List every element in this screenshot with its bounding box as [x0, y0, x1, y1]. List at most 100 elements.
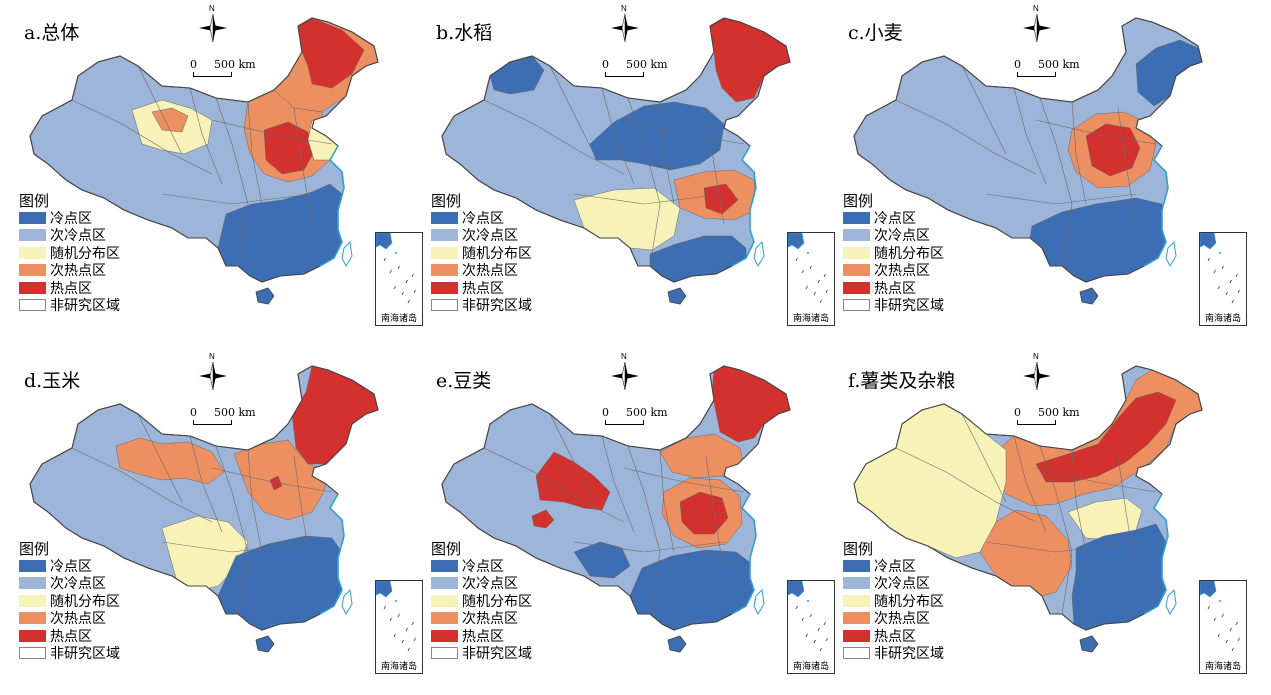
legend-swatch	[19, 577, 46, 590]
panel-title: b.水稻	[436, 22, 493, 44]
legend-label: 冷点区	[462, 558, 504, 575]
north-arrow-icon	[611, 13, 639, 43]
boundary-line	[1039, 445, 1073, 615]
legend-swatch	[843, 647, 870, 660]
south-china-sea-inset: 南海诸岛	[1199, 232, 1247, 326]
boundary-line	[623, 467, 745, 493]
china-map	[441, 365, 791, 653]
west-random	[854, 403, 1007, 559]
boundary-line	[1117, 455, 1137, 573]
inset-label: 南海诸岛	[1204, 662, 1241, 672]
boundary-line	[71, 99, 213, 175]
boundary-line	[161, 541, 313, 553]
boundary-line	[189, 87, 223, 185]
legend-swatch	[431, 594, 458, 607]
boundary-line	[1035, 467, 1157, 493]
legend: 图例 冷点区 次冷点区 随机分布区 次热点区 热点区 非研究区域	[19, 190, 120, 314]
china-map	[853, 365, 1203, 653]
legend-swatch	[431, 229, 458, 242]
coastline	[1143, 493, 1169, 615]
scale-bar: 0 500 km	[1012, 56, 1092, 82]
legend-label: 随机分布区	[50, 593, 120, 610]
legend-item: 次冷点区	[843, 575, 944, 593]
legend-item: 次热点区	[843, 262, 944, 280]
legend-item: 非研究区域	[431, 297, 532, 315]
legend-swatch	[19, 211, 46, 224]
legend-label: 热点区	[462, 628, 504, 645]
legend-label: 非研究区域	[874, 646, 944, 663]
china-border	[853, 17, 1203, 283]
legend-label: 次热点区	[874, 263, 930, 280]
northwest-subhot	[115, 437, 225, 485]
legend-item: 冷点区	[431, 209, 532, 227]
legend-item: 非研究区域	[843, 297, 944, 314]
boundary-line	[215, 445, 249, 615]
inset-label: 南海诸岛	[792, 314, 829, 324]
legend-item: 非研究区域	[843, 645, 944, 663]
scale-bar: 0 500 km	[600, 404, 680, 430]
scale-bar: 0 500 km	[1012, 404, 1092, 430]
china-map	[29, 365, 379, 653]
hainan-island	[1079, 287, 1099, 305]
legend-label: 热点区	[50, 628, 92, 645]
legend-item: 随机分布区	[843, 592, 944, 610]
legend-label: 次冷点区	[874, 576, 930, 593]
south-china-sea-inset: 南海诸岛	[787, 580, 835, 674]
legend-swatch	[843, 299, 870, 312]
central-random	[1067, 497, 1143, 541]
legend-swatch	[843, 246, 870, 259]
legend-swatch	[19, 612, 46, 625]
legend-label: 次热点区	[50, 263, 106, 280]
legend-swatch	[843, 264, 870, 277]
legend-label: 非研究区域	[462, 298, 532, 315]
legend-item: 随机分布区	[431, 244, 532, 262]
legend-item: 次热点区	[19, 262, 120, 280]
legend-item: 非研究区域	[19, 645, 120, 662]
legend-item: 热点区	[843, 279, 944, 297]
north-label: N	[209, 352, 215, 361]
legend-swatch	[843, 211, 870, 224]
north-arrow-icon	[1023, 361, 1051, 391]
north-arrow-icon	[199, 361, 227, 391]
south-china-sea-inset: 南海诸岛	[375, 232, 423, 326]
legend-label: 次热点区	[462, 263, 518, 280]
boundary-line	[293, 107, 313, 225]
legend-title: 图例	[431, 192, 462, 210]
legend-swatch	[19, 246, 46, 259]
boundary-line	[1013, 87, 1047, 185]
hainan-island	[667, 287, 687, 305]
legend-swatch	[19, 229, 46, 242]
legend-label: 次冷点区	[462, 228, 518, 245]
scale-zero: 0	[190, 406, 197, 419]
legend-item: 热点区	[431, 627, 532, 645]
north-label: N	[1033, 352, 1039, 361]
legend-title: 图例	[843, 540, 874, 558]
scale-distance: 500 km	[626, 406, 668, 419]
legend-item: 次冷点区	[431, 575, 532, 592]
legend-item: 非研究区域	[431, 645, 532, 662]
scale-bar: 0 500 km	[188, 404, 268, 430]
scale-distance: 500 km	[626, 58, 668, 71]
legend-label: 次热点区	[50, 611, 106, 628]
map-panel-wheat: c.小麦 N 0 500 km 图例 冷点区 次冷点区 随机分布区 次热点区 热点区 非研究区域 南海…	[836, 4, 1249, 346]
legend-swatch	[431, 264, 458, 277]
boundary-line	[483, 99, 625, 175]
boundary-line	[1035, 119, 1157, 145]
panel-title: e.豆类	[436, 370, 492, 392]
legend-title: 图例	[19, 540, 50, 558]
boundary-line	[1071, 449, 1087, 553]
boundary-line	[895, 447, 1037, 523]
legend-item: 热点区	[19, 279, 120, 297]
legend-swatch	[843, 629, 870, 642]
legend-label: 随机分布区	[462, 593, 532, 610]
taiwan-island	[1165, 588, 1177, 616]
north-arrow-icon	[611, 361, 639, 391]
hainan-island	[1079, 635, 1099, 653]
boundary-line	[211, 119, 333, 145]
map-panel-beans: e.豆类 N 0 500 km 图例 冷点区 次冷点区 随机分布区 次热点区 热点区 非研究区域 南海…	[424, 352, 837, 694]
boundary-line	[1117, 107, 1137, 225]
legend: 图例 冷点区 次冷点区 随机分布区 次热点区 热点区 非研究区域	[431, 538, 532, 662]
north-hot	[1035, 391, 1177, 483]
map-panel-tubers: f.薯类及杂粮 N 0 500 km 图例 冷点区 次冷点区 随机分布区 次热点区 热点区 非研究区…	[836, 352, 1249, 694]
legend-label: 次热点区	[874, 611, 930, 628]
